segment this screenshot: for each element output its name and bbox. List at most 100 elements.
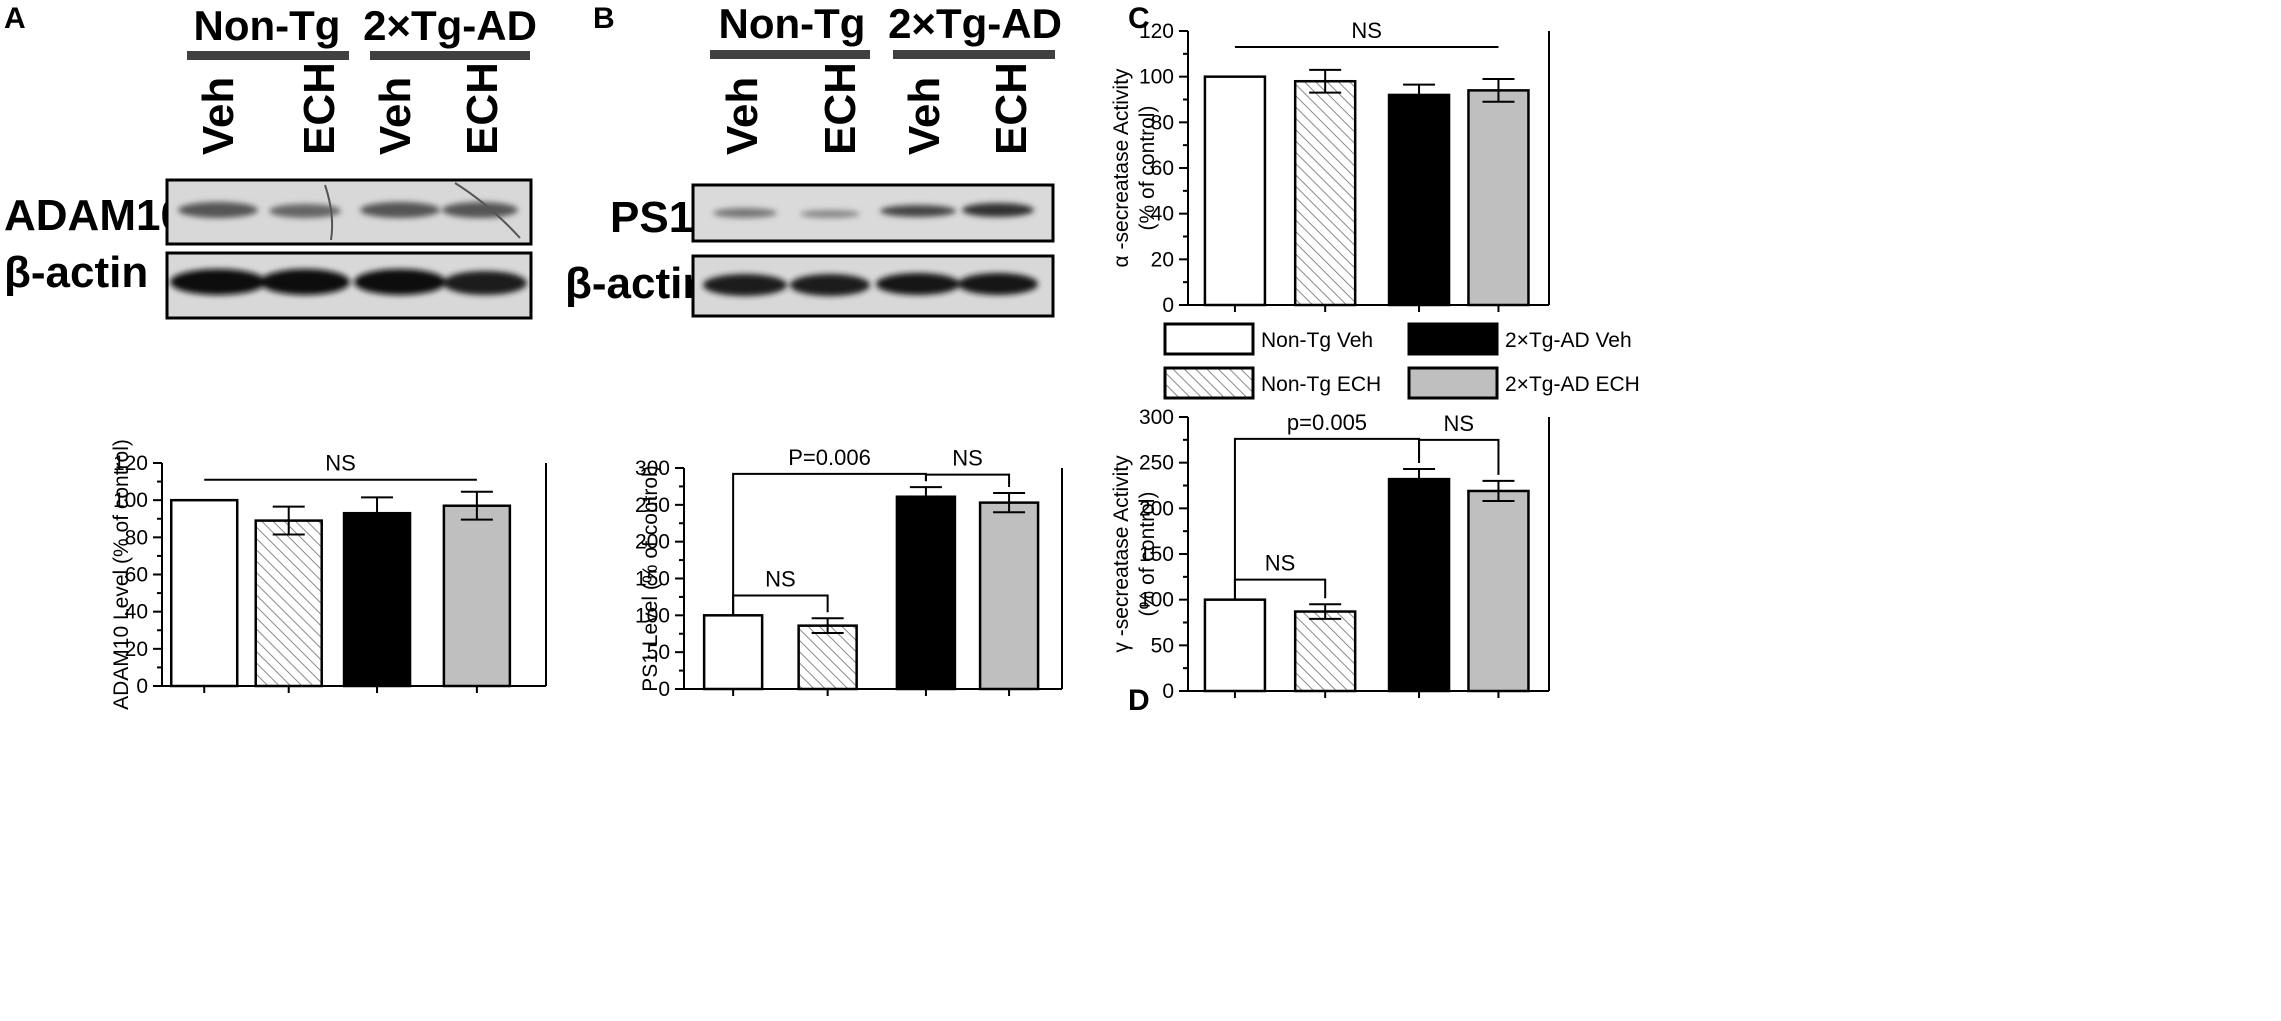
lane-label-b-4: ECH bbox=[987, 62, 1036, 155]
lane-label-a-4: ECH bbox=[458, 62, 507, 155]
bar-d-non-tg-veh bbox=[1203, 598, 1267, 693]
bar-b-non-tg-veh bbox=[702, 614, 764, 691]
y-tick-label-a-1: 20 bbox=[125, 638, 148, 661]
bar-c-non-tg-veh bbox=[1203, 75, 1267, 307]
y-axis-label-line2-d: (% of control) bbox=[1136, 492, 1159, 617]
y-tick-label-a-4: 80 bbox=[125, 526, 148, 549]
bar-c-tg-ad-veh bbox=[1387, 93, 1451, 307]
y-axis-label-b: PS1 Level (% of control) bbox=[639, 465, 662, 691]
y-tick-label-b-0: 0 bbox=[658, 678, 670, 701]
sig-label-c-0: NS bbox=[1351, 18, 1382, 43]
y-tick-label-c-3: 60 bbox=[1151, 157, 1174, 180]
y-tick-label-b-5: 250 bbox=[635, 494, 670, 517]
y-tick-label-a-2: 40 bbox=[125, 601, 148, 624]
blot-label-beta-actin-a: β-actin bbox=[4, 248, 148, 297]
y-axis-label-line1-d: γ -secreatase Activity bbox=[1110, 455, 1133, 653]
y-axis-label-a: ADAM10 Level (% of control) bbox=[110, 439, 133, 710]
legend-swatch-tg-ad-veh bbox=[1407, 322, 1499, 356]
bar-d-tg-ad-veh bbox=[1387, 477, 1451, 693]
sig-label-b-1: NS bbox=[952, 446, 983, 471]
header-bar-non-tg-a bbox=[187, 51, 349, 60]
y-tick-label-d-3: 150 bbox=[1139, 543, 1174, 566]
y-tick-label-d-4: 200 bbox=[1139, 497, 1174, 520]
header-bar-tg-ad-b bbox=[893, 50, 1055, 59]
bar-a-tg-ad-ech bbox=[442, 504, 512, 688]
sig-label-b-0: P=0.006 bbox=[788, 445, 871, 470]
lane-label-a-3: Veh bbox=[371, 77, 420, 155]
y-tick-label-c-2: 40 bbox=[1151, 203, 1174, 226]
header-tg-ad-a: 2×Tg-AD bbox=[363, 2, 537, 49]
panel-letter-d: D bbox=[1128, 684, 1150, 717]
blot-label-adam10: ADAM10 bbox=[4, 191, 185, 240]
legend-swatch-non-tg-ech bbox=[1163, 366, 1255, 400]
bar-b-tg-ad-ech bbox=[978, 501, 1040, 691]
legend-swatch-tg-ad-ech bbox=[1407, 366, 1499, 400]
beta-actin-bands-a bbox=[170, 269, 527, 295]
chart-alpha-secretase-activity: 0 20 40 60 80 100 120 α -secreatase Activity (% … bbox=[1110, 18, 1550, 317]
sig-label-d-1: NS bbox=[1443, 411, 1474, 436]
legend-label-non-tg-ech: Non-Tg ECH bbox=[1261, 373, 1381, 396]
beta-actin-bands-b bbox=[703, 273, 1038, 296]
panel-letter-c: C bbox=[1128, 2, 1150, 35]
chart-gamma-secretase-activity: 0 50 100 150 200 250 300 γ -secreatase Activity… bbox=[1110, 406, 1550, 703]
blot-label-beta-actin-b: β-actin bbox=[565, 259, 709, 308]
y-axis-label-line2-c: (% of control) bbox=[1136, 106, 1159, 231]
sig-bracket-b-1 bbox=[924, 473, 1011, 488]
y-tick-label-b-2: 100 bbox=[635, 604, 670, 627]
bar-c-tg-ad-ech bbox=[1467, 89, 1530, 307]
panel-a: A Non-Tg 2×Tg-AD Veh ECH Veh ECH ADAM10 … bbox=[4, 2, 537, 320]
y-tick-label-b-3: 150 bbox=[635, 568, 670, 591]
bar-b-tg-ad-veh bbox=[895, 495, 957, 691]
header-tg-ad-b: 2×Tg-AD bbox=[888, 0, 1062, 47]
blot-label-ps1: PS1 bbox=[610, 193, 693, 242]
y-tick-label-b-4: 200 bbox=[635, 531, 670, 554]
y-tick-label-a-0: 0 bbox=[136, 675, 148, 698]
panel-letter-a: A bbox=[4, 2, 26, 35]
bar-a-tg-ad-veh bbox=[342, 511, 412, 688]
bar-a-non-tg-ech bbox=[254, 519, 323, 688]
legend: Non-Tg Veh 2×Tg-AD Veh Non-Tg ECH 2×Tg-A… bbox=[1163, 322, 1640, 400]
ps1-bands bbox=[713, 203, 1034, 218]
legend-label-tg-ad-veh: 2×Tg-AD Veh bbox=[1505, 329, 1632, 352]
lane-label-a-2: ECH bbox=[295, 62, 344, 155]
adam10-bands bbox=[178, 202, 518, 218]
y-tick-label-c-5: 100 bbox=[1139, 66, 1174, 89]
sig-label-a-0: NS bbox=[325, 451, 356, 476]
header-non-tg-a: Non-Tg bbox=[194, 2, 341, 49]
y-tick-label-d-1: 50 bbox=[1151, 634, 1174, 657]
y-tick-label-c-4: 80 bbox=[1151, 111, 1174, 134]
sig-label-b-2: NS bbox=[765, 566, 796, 591]
y-axis-label-line1-c: α -secreatase Activity bbox=[1110, 68, 1133, 267]
y-tick-label-c-6: 120 bbox=[1139, 20, 1174, 43]
sig-bracket-d-1 bbox=[1418, 438, 1500, 475]
y-tick-label-b-6: 300 bbox=[635, 457, 670, 480]
bar-b-non-tg-ech bbox=[797, 624, 858, 691]
header-bar-non-tg-b bbox=[710, 50, 870, 59]
y-tick-label-a-5: 100 bbox=[113, 489, 148, 512]
bar-c-non-tg-ech bbox=[1293, 79, 1357, 307]
legend-swatch-non-tg-veh bbox=[1163, 322, 1255, 356]
legend-label-non-tg-veh: Non-Tg Veh bbox=[1261, 329, 1373, 352]
header-bar-tg-ad-a bbox=[370, 51, 530, 60]
sig-label-d-0: p=0.005 bbox=[1287, 410, 1367, 435]
header-non-tg-b: Non-Tg bbox=[719, 0, 866, 47]
sig-bracket-b-2 bbox=[732, 594, 829, 616]
bar-a-non-tg-veh bbox=[169, 498, 239, 688]
lane-label-a-1: Veh bbox=[194, 77, 243, 155]
y-tick-label-d-2: 100 bbox=[1139, 589, 1174, 612]
y-tick-label-c-0: 0 bbox=[1162, 294, 1174, 317]
y-tick-label-d-6: 300 bbox=[1139, 406, 1174, 429]
y-tick-label-c-1: 20 bbox=[1151, 248, 1174, 271]
bar-d-non-tg-ech bbox=[1293, 610, 1357, 693]
sig-label-d-2: NS bbox=[1265, 551, 1296, 576]
legend-label-tg-ad-ech: 2×Tg-AD ECH bbox=[1505, 373, 1640, 396]
y-tick-label-d-5: 250 bbox=[1139, 452, 1174, 475]
y-tick-label-d-0: 0 bbox=[1162, 680, 1174, 703]
sig-bracket-d-2 bbox=[1233, 578, 1327, 600]
y-tick-label-a-3: 60 bbox=[125, 564, 148, 587]
panel-letter-b: B bbox=[593, 2, 615, 35]
lane-label-b-2: ECH bbox=[816, 62, 865, 155]
